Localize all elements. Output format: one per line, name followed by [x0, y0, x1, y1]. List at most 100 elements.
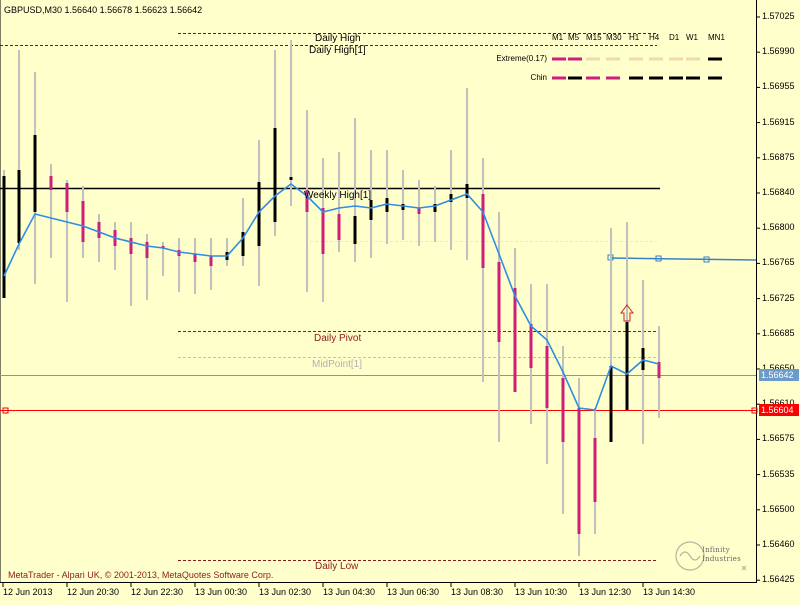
daily-low-label: Daily Low: [315, 561, 359, 572]
copyright-text: MetaTrader - Alpari UK, © 2001-2013, Met…: [8, 570, 274, 580]
extreme-indicator-label: Extreme(0.17): [496, 54, 547, 63]
midpoint-1-label: MidPoint[1]: [312, 359, 363, 370]
candle-body: [273, 128, 277, 222]
price-axis-label: 1.56685: [762, 327, 795, 338]
candle-body: [561, 378, 565, 442]
timeframe-label-m1: M1: [552, 33, 564, 42]
symbol-label: GBPUSD,M30: [4, 5, 63, 15]
up-arrow-icon: [620, 304, 634, 322]
candle-wicks: [3, 40, 660, 556]
price-axis-label: 1.56875: [762, 151, 795, 162]
daily-high-1-label: Daily High[1]: [309, 45, 366, 56]
price-axis-label: 1.57025: [762, 11, 795, 21]
time-axis-label: 12 Jun 22:30: [131, 587, 184, 597]
candle-body: [545, 346, 549, 408]
price-axis-label: 1.56650: [762, 363, 795, 373]
price-axis-ticks: [756, 16, 760, 581]
price-axis-label: 1.56500: [762, 503, 795, 514]
price-axis-label: 1.56575: [762, 433, 795, 444]
timeframe-label-m15: M15: [586, 33, 602, 42]
timeframe-label-m5: M5: [568, 33, 580, 42]
candle-body: [625, 322, 629, 410]
moving-average-line: [3, 183, 660, 411]
price-axis-label: 1.56610: [762, 398, 795, 408]
infinity-industries-logo: [675, 541, 747, 571]
candle-body: [593, 438, 597, 502]
price-axis-label: 1.56425: [762, 574, 795, 585]
timeframe-label-h4: H4: [649, 33, 660, 42]
timeframe-label-h1: H1: [629, 33, 640, 42]
candle-body: [129, 238, 133, 254]
candle-body: [49, 176, 53, 190]
candle-body: [465, 184, 469, 198]
price-axis-label: 1.56840: [762, 187, 795, 197]
price-axis-label: 1.56535: [762, 468, 795, 479]
candle-body: [241, 232, 245, 256]
chart-title: GBPUSD,M30 1.56640 1.56678 1.56623 1.566…: [4, 5, 202, 15]
candle-body: [145, 242, 149, 258]
weekly-high-1-label: Weekly High[1]: [304, 190, 372, 201]
candle-body: [481, 194, 485, 268]
timeframe-label-w1: W1: [686, 33, 698, 42]
candle-body: [513, 288, 517, 392]
candle-body: [305, 190, 309, 212]
price-axis-label: 1.56725: [762, 292, 795, 303]
price-axis-label: 1.56460: [762, 539, 795, 549]
candle-body: [385, 198, 389, 212]
time-axis-label: 13 Jun 04:30: [323, 587, 376, 597]
candle-body: [353, 216, 357, 244]
price-axis-label: 1.56800: [762, 222, 795, 233]
candle-body: [529, 324, 533, 368]
candle-body: [17, 170, 21, 243]
red-line-handle-right[interactable]: [751, 407, 758, 414]
daily-pivot-label: Daily Pivot: [314, 333, 362, 344]
red-line-price-label: 1.56604: [759, 404, 799, 416]
red-line-handle-left[interactable]: [2, 407, 9, 414]
ohlc-values: 1.56640 1.56678 1.56623 1.56642: [64, 5, 203, 15]
chin-indicator-label: Chin: [530, 73, 547, 82]
candle-body: [257, 182, 261, 246]
candle-body: [33, 135, 37, 212]
time-axis-label: 13 Jun 00:30: [195, 587, 248, 597]
candle-body: [657, 362, 661, 378]
candle-body: [65, 183, 69, 212]
time-axis-label: 13 Jun 06:30: [387, 587, 440, 597]
candle-body: [641, 348, 645, 370]
daily-high-label: Daily High: [315, 33, 361, 44]
candle-bodies: [2, 128, 661, 534]
candle-body: [369, 200, 373, 220]
candle-body: [417, 208, 421, 214]
candle-body: [177, 250, 181, 256]
time-axis-label: 12 Jun 2013: [3, 587, 53, 597]
timeframe-label-m30: M30: [606, 33, 622, 42]
time-axis-label: 13 Jun 12:30: [579, 587, 632, 597]
candle-body: [401, 204, 405, 210]
candle-body: [433, 204, 437, 212]
time-axis-label: 13 Jun 14:30: [643, 587, 696, 597]
candle-body: [577, 408, 581, 534]
candle-body: [289, 177, 293, 180]
trend-line-handle-3[interactable]: [703, 256, 710, 263]
watermark-text: Infinity Industries: [702, 546, 741, 563]
timeframe-label-mn1: MN1: [708, 33, 725, 42]
price-axis-label: 1.56955: [762, 81, 795, 92]
candle-body: [161, 246, 165, 248]
time-axis-label: 13 Jun 10:30: [515, 587, 568, 597]
candle-body: [497, 262, 501, 342]
candle-body: [209, 256, 213, 266]
price-axis-label: 1.56990: [762, 46, 795, 57]
candle-body: [2, 176, 6, 298]
timeframe-label-d1: D1: [669, 33, 680, 42]
time-axis-label: 13 Jun 08:30: [451, 587, 504, 597]
candle-body: [609, 366, 613, 442]
candle-body: [81, 201, 85, 242]
candle-body: [193, 254, 197, 262]
price-axis-label: 1.56765: [762, 257, 795, 268]
candle-body: [337, 214, 341, 240]
trend-line-handle-2[interactable]: [655, 255, 662, 262]
time-axis-ticks: [2, 583, 644, 587]
time-axis-label: 13 Jun 02:30: [259, 587, 312, 597]
trend-line[interactable]: [609, 257, 757, 261]
